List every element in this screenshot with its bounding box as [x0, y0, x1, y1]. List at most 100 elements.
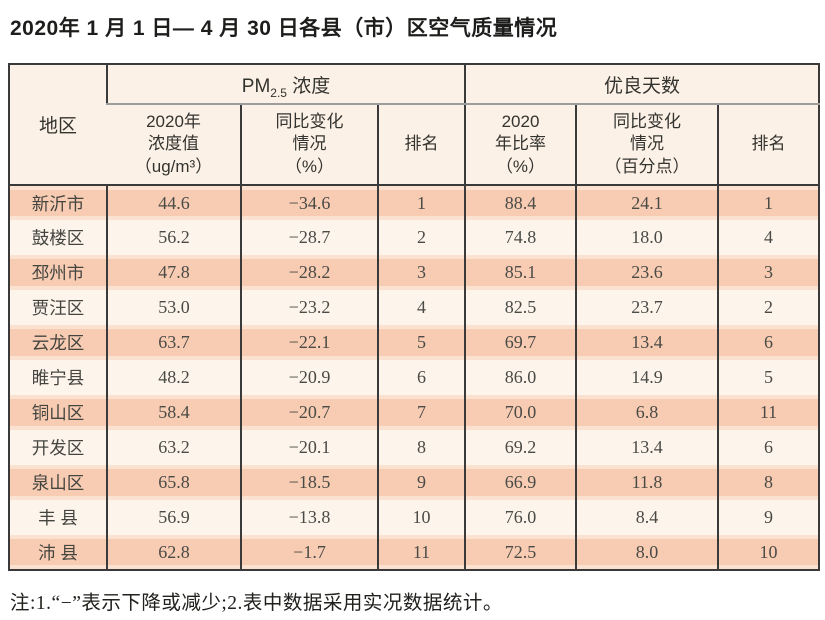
table-row: 鼓楼区 56.2 −28.7 2 74.8 18.0 4: [9, 220, 820, 255]
pm-rank-cell: 3: [377, 255, 465, 290]
region-cell: 铜山区: [9, 395, 107, 430]
good-change-cell: 8.4: [575, 500, 718, 535]
group-header-row: 地区 PM2.5 浓度 优良天数: [9, 64, 820, 186]
table-row: 开发区 63.2 −20.1 8 69.2 13.4 6: [9, 430, 820, 465]
pm-change-cell: −13.8: [240, 500, 378, 535]
good-change-cell: 23.6: [575, 255, 718, 290]
pm-value-cell: 62.8: [106, 535, 241, 570]
table-row: 贾汪区 53.0 −23.2 4 82.5 23.7 2: [9, 290, 820, 325]
pm-change-cell: −28.7: [240, 220, 378, 255]
pm-value-cell: 63.7: [106, 325, 241, 360]
table-row: 丰 县 56.9 −13.8 10 76.0 8.4 9: [9, 500, 820, 535]
good-rank-cell: 4: [716, 220, 820, 255]
good-rank-cell: 6: [716, 430, 820, 465]
pm-rank-cell: 5: [377, 325, 465, 360]
pm-change-cell: −34.6: [240, 185, 378, 220]
header-pm-change: 同比变化 情况 （%）: [240, 104, 378, 186]
table-row: 睢宁县 48.2 −20.9 6 86.0 14.9 5: [9, 360, 820, 395]
pm-value-cell: 53.0: [106, 290, 241, 325]
table-row: 邳州市 47.8 −28.2 3 85.1 23.6 3: [9, 255, 820, 290]
pm-rank-cell: 6: [377, 360, 465, 395]
good-ratio-cell: 82.5: [464, 290, 576, 325]
pm-value-cell: 65.8: [106, 465, 241, 500]
pm-label-prefix: PM: [241, 75, 271, 97]
pm-rank-cell: 7: [377, 395, 465, 430]
good-change-cell: 23.7: [575, 290, 718, 325]
pm-change-cell: −22.1: [240, 325, 378, 360]
pm-value-cell: 58.4: [106, 395, 241, 430]
header-good-rank: 排名: [716, 104, 820, 186]
pm-rank-cell: 9: [377, 465, 465, 500]
good-rank-cell: 10: [716, 535, 820, 570]
footnote: 注:1.“−”表示下降或减少;2.表中数据采用实况数据统计。: [10, 593, 503, 614]
table-row: 铜山区 58.4 −20.7 7 70.0 6.8 11: [9, 395, 820, 430]
good-ratio-cell: 76.0: [464, 500, 576, 535]
pm-rank-cell: 11: [377, 535, 465, 570]
good-rank-cell: 11: [716, 395, 820, 430]
header-group-good-days: 优良天数: [463, 64, 820, 105]
good-rank-cell: 6: [716, 325, 820, 360]
header-good-ratio: 2020 年比率 （%）: [464, 104, 576, 186]
table-body: 新沂市 44.6 −34.6 1 88.4 24.1 1 鼓楼区 56.2 −2…: [9, 185, 820, 570]
region-cell: 云龙区: [9, 325, 107, 360]
good-ratio-cell: 70.0: [464, 395, 576, 430]
pm-change-cell: −1.7: [240, 535, 378, 570]
pm-rank-cell: 8: [377, 430, 465, 465]
good-ratio-cell: 72.5: [464, 535, 576, 570]
good-change-cell: 18.0: [575, 220, 718, 255]
pm-value-cell: 56.9: [106, 500, 241, 535]
pm-change-cell: −20.1: [240, 430, 378, 465]
good-rank-cell: 8: [716, 465, 820, 500]
page-title: 2020年 1 月 1 日— 4 月 30 日各县（市）区空气质量情况: [10, 17, 558, 40]
good-rank-cell: 3: [716, 255, 820, 290]
good-change-cell: 11.8: [575, 465, 718, 500]
good-ratio-cell: 66.9: [464, 465, 576, 500]
good-ratio-cell: 69.7: [464, 325, 576, 360]
region-cell: 鼓楼区: [9, 220, 107, 255]
air-quality-table: 地区 PM2.5 浓度 优良天数 2020年 浓度值 （ug/m³） 同比变化 …: [8, 63, 821, 571]
pm-value-cell: 56.2: [106, 220, 241, 255]
region-cell: 睢宁县: [9, 360, 107, 395]
good-ratio-cell: 74.8: [464, 220, 576, 255]
pm-change-cell: −28.2: [240, 255, 378, 290]
good-change-cell: 14.9: [575, 360, 718, 395]
pm-rank-cell: 1: [377, 185, 465, 220]
header-good-change: 同比变化 情况 （百分点）: [575, 104, 718, 186]
region-cell: 丰 县: [9, 500, 107, 535]
good-rank-cell: 5: [716, 360, 820, 395]
table-header: 地区 PM2.5 浓度 优良天数 2020年 浓度值 （ug/m³） 同比变化 …: [9, 64, 820, 186]
pm-change-cell: −23.2: [240, 290, 378, 325]
pm-change-cell: −20.7: [240, 395, 378, 430]
good-ratio-cell: 85.1: [464, 255, 576, 290]
good-change-cell: 8.0: [575, 535, 718, 570]
table-row: 沛 县 62.8 −1.7 11 72.5 8.0 10: [9, 535, 820, 570]
good-change-cell: 24.1: [575, 185, 718, 220]
good-rank-cell: 1: [716, 185, 820, 220]
pm-label-suffix: 浓度: [286, 75, 331, 97]
header-pm-value: 2020年 浓度值 （ug/m³）: [107, 104, 241, 186]
good-ratio-cell: 88.4: [464, 185, 576, 220]
pm-change-cell: −18.5: [240, 465, 378, 500]
pm-rank-cell: 10: [377, 500, 465, 535]
pm-rank-cell: 4: [377, 290, 465, 325]
region-cell: 开发区: [9, 430, 107, 465]
pm-value-cell: 63.2: [106, 430, 241, 465]
pm-value-cell: 47.8: [106, 255, 241, 290]
good-change-cell: 13.4: [575, 430, 718, 465]
good-rank-cell: 2: [716, 290, 820, 325]
pm-value-cell: 48.2: [106, 360, 241, 395]
region-cell: 沛 县: [9, 535, 107, 570]
region-cell: 贾汪区: [9, 290, 107, 325]
pm-label-subscript: 2.5: [270, 85, 287, 100]
region-cell: 泉山区: [9, 465, 107, 500]
good-change-cell: 6.8: [575, 395, 718, 430]
header-pm-rank: 排名: [377, 104, 465, 186]
pm-change-cell: −20.9: [240, 360, 378, 395]
good-ratio-cell: 69.2: [464, 430, 576, 465]
pm-value-cell: 44.6: [106, 185, 241, 220]
pm-rank-cell: 2: [377, 220, 465, 255]
region-cell: 邳州市: [9, 255, 107, 290]
region-cell: 新沂市: [9, 185, 107, 220]
good-change-cell: 13.4: [575, 325, 718, 360]
